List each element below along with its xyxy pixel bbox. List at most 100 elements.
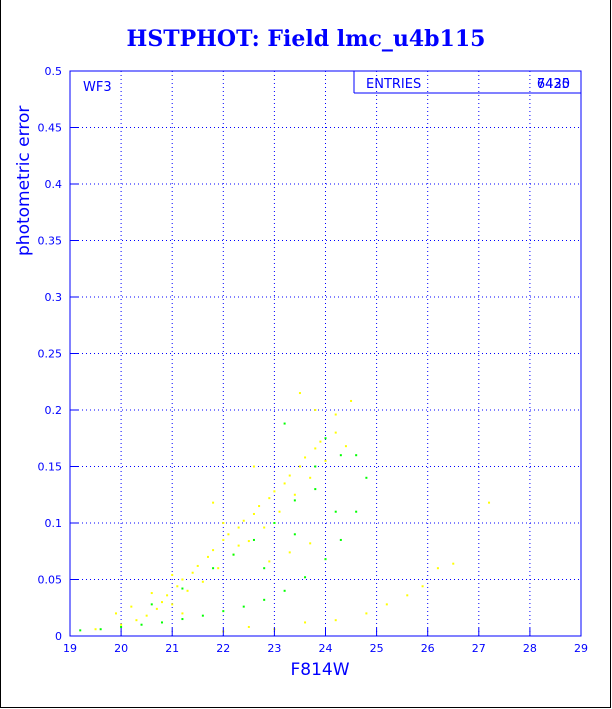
data-point [227, 533, 230, 536]
data-point [288, 551, 291, 554]
data-point [252, 465, 255, 468]
x-tick-label: 25 [370, 642, 384, 655]
x-tick-label: 24 [319, 642, 333, 655]
data-point [283, 482, 286, 485]
y-tick-label: 0 [55, 630, 62, 643]
data-point [181, 578, 184, 581]
data-point [324, 558, 327, 561]
data-point [324, 459, 327, 462]
stats-entries-value-2: 6420 [537, 77, 570, 92]
data-point [222, 522, 225, 524]
data-point [212, 567, 215, 570]
data-point [263, 526, 266, 529]
data-point [252, 538, 255, 541]
y-tick-label: 0.3 [45, 291, 63, 304]
y-tick-label: 0.4 [45, 178, 63, 191]
data-point [196, 564, 199, 567]
data-point [319, 440, 322, 443]
data-point [278, 510, 281, 513]
data-point [288, 474, 291, 477]
data-point [252, 512, 255, 515]
y-tick-label: 0.05 [38, 574, 63, 587]
x-axis-ticks: 19 20 21 22 23 24 25 26 27 28 29 [63, 628, 588, 655]
data-point [237, 526, 240, 529]
data-point [79, 629, 82, 632]
data-point [237, 544, 240, 547]
x-tick-label: 29 [574, 642, 588, 655]
data-point [232, 553, 235, 556]
data-point [309, 476, 312, 479]
data-point [145, 614, 148, 617]
data-point [242, 605, 245, 608]
data-point [135, 619, 138, 622]
data-point [334, 510, 337, 513]
data-point [217, 567, 220, 570]
data-point [171, 573, 174, 576]
data-point [334, 619, 337, 622]
data-point [355, 510, 358, 513]
y-tick-label: 0.25 [38, 348, 63, 361]
data-point [365, 476, 368, 479]
y-tick-label: 0.45 [38, 122, 63, 135]
data-point [283, 589, 286, 592]
x-tick-label: 23 [267, 642, 281, 655]
data-point [160, 621, 163, 624]
x-tick-label: 27 [472, 642, 486, 655]
data-point [130, 605, 133, 608]
data-point [339, 454, 342, 457]
chart-title: HSTPHOT: Field lmc_u4b115 [127, 26, 486, 52]
data-point [314, 465, 317, 468]
data-point [324, 437, 327, 440]
data-point [120, 623, 123, 626]
data-points [79, 392, 491, 633]
data-point [181, 612, 184, 615]
data-point [120, 625, 123, 628]
data-point [206, 555, 209, 558]
stats-box: ENTRIES 7435 6420 [353, 71, 581, 94]
data-point [150, 603, 153, 606]
data-point [160, 601, 163, 604]
y-tick-label: 0.15 [38, 461, 63, 474]
data-point [309, 542, 312, 545]
data-point [436, 567, 439, 570]
data-point [385, 603, 388, 606]
data-point [365, 612, 368, 615]
data-point [166, 594, 169, 597]
data-point [488, 501, 491, 504]
data-point [350, 399, 353, 402]
data-point [258, 505, 261, 508]
x-tick-label: 20 [114, 642, 128, 655]
y-axis-label: photometric error [14, 106, 34, 256]
data-point [191, 571, 194, 574]
x-tick-label: 26 [421, 642, 435, 655]
y-tick-label: 0.35 [38, 235, 63, 248]
data-point [212, 549, 215, 552]
y-tick-label: 0.2 [45, 404, 63, 417]
data-point [298, 465, 301, 468]
data-point [99, 628, 102, 631]
data-point [406, 594, 409, 597]
data-point [201, 614, 204, 617]
data-point [94, 628, 97, 631]
data-point [263, 567, 266, 570]
data-point [293, 493, 296, 496]
series-1 [79, 422, 368, 632]
grid-lines [70, 71, 581, 636]
x-tick-label: 21 [165, 642, 179, 655]
stats-entries-value-1: 7435 [537, 77, 570, 92]
data-point [273, 522, 276, 524]
data-point [304, 576, 307, 579]
data-point [181, 618, 184, 621]
y-axis-ticks: 0 0.05 0.1 0.15 0.2 0.25 0.3 0.35 0.4 0.45 0.5 [38, 65, 78, 643]
data-point [452, 562, 455, 565]
stats-entries-label: ENTRIES [366, 77, 421, 92]
data-point [339, 538, 342, 541]
data-point [273, 490, 276, 493]
data-point [176, 585, 179, 588]
y-tick-label: 0.5 [45, 65, 63, 78]
data-point [150, 592, 153, 595]
data-point [247, 540, 250, 543]
data-point [314, 409, 317, 411]
